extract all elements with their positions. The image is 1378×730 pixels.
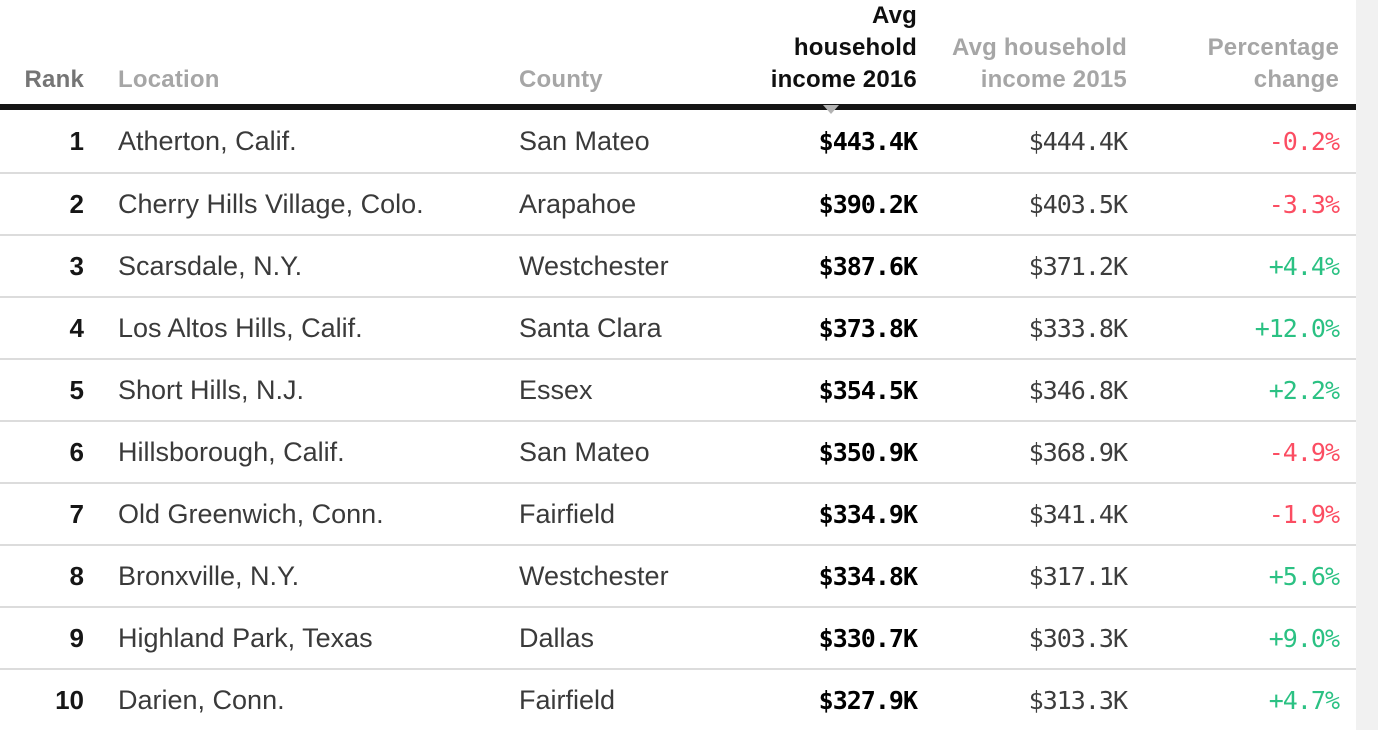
location-cell: Scarsdale, N.Y. (118, 250, 303, 281)
county-cell: Fairfield (519, 498, 616, 529)
income-2015-cell: $403.5K (1028, 189, 1128, 219)
percentage-change-cell: -0.2% (1268, 126, 1340, 156)
income-2016-cell: $387.6K (818, 251, 918, 281)
income-2016-cell: $443.4K (818, 126, 918, 156)
percentage-change-cell: +4.4% (1268, 251, 1340, 281)
location-cell: Cherry Hills Village, Colo. (118, 188, 424, 219)
column-header-rank[interactable]: Rank (0, 0, 84, 122)
location-cell: Old Greenwich, Conn. (118, 498, 384, 529)
county-cell: Arapahoe (519, 188, 637, 219)
column-header-income-2016[interactable]: Avg household income 2016 (744, 0, 917, 122)
table-row: 7 Old Greenwich, Conn. Fairfield $334.9K $34… (0, 482, 1356, 544)
income-2015-cell: $333.8K (1028, 313, 1128, 343)
column-header-percentage-change[interactable]: Percentage change (1127, 0, 1346, 122)
column-header-income-2015[interactable]: Avg household income 2015 (917, 0, 1127, 122)
location-cell: Short Hills, N.J. (118, 374, 305, 405)
county-cell: Fairfield (519, 684, 616, 715)
rank-cell: 8 (69, 560, 84, 591)
county-cell: San Mateo (519, 125, 650, 156)
rank-cell: 7 (69, 498, 84, 529)
rank-cell: 5 (69, 374, 84, 405)
percentage-change-cell: -1.9% (1268, 499, 1340, 529)
rank-cell: 4 (69, 312, 84, 343)
table-row: 10 Darien, Conn. Fairfield $327.9K $313.3K +4… (0, 668, 1356, 730)
income-2015-cell: $346.8K (1028, 375, 1128, 405)
table-row: 1 Atherton, Calif. San Mateo $443.4K $444.4K… (0, 110, 1356, 172)
county-cell: Westchester (519, 560, 669, 591)
percentage-change-cell: +12.0% (1254, 313, 1340, 343)
table-row: 8 Bronxville, N.Y. Westchester $334.8K $317.… (0, 544, 1356, 606)
rank-cell: 6 (69, 436, 84, 467)
location-cell: Atherton, Calif. (118, 125, 297, 156)
table-row: 6 Hillsborough, Calif. San Mateo $350.9K $36… (0, 420, 1356, 482)
income-2016-cell: $373.8K (818, 313, 918, 343)
location-cell: Darien, Conn. (118, 684, 285, 715)
column-header-income-2016-label: Avg household income 2016 (770, 2, 917, 93)
percentage-change-cell: -3.3% (1268, 189, 1340, 219)
income-2016-cell: $390.2K (818, 189, 918, 219)
income-2015-cell: $313.3K (1028, 685, 1128, 715)
rank-cell: 1 (69, 125, 84, 156)
income-2015-cell: $371.2K (1028, 251, 1128, 281)
column-header-county-label: County (519, 66, 603, 93)
income-2016-cell: $334.9K (818, 499, 918, 529)
county-cell: Dallas (519, 622, 595, 653)
income-2015-cell: $303.3K (1028, 623, 1128, 653)
income-2016-cell: $350.9K (818, 437, 918, 467)
rank-cell: 2 (69, 188, 84, 219)
column-header-income-2015-label: Avg household income 2015 (951, 34, 1127, 93)
income-2015-cell: $444.4K (1028, 126, 1128, 156)
county-cell: Westchester (519, 250, 669, 281)
table-row: 2 Cherry Hills Village, Colo. Arapahoe $390… (0, 172, 1356, 234)
rank-cell: 10 (55, 684, 84, 715)
income-2016-cell: $354.5K (818, 375, 918, 405)
county-cell: Santa Clara (519, 312, 662, 343)
column-header-location[interactable]: Location (84, 0, 519, 122)
table-row: 4 Los Altos Hills, Calif. Santa Clara $373.… (0, 296, 1356, 358)
income-2016-cell: $334.8K (818, 561, 918, 591)
column-header-rank-label: Rank (24, 66, 84, 93)
rank-cell: 9 (69, 622, 84, 653)
county-cell: Essex (519, 374, 593, 405)
table-row: 3 Scarsdale, N.Y. Westchester $387.6K $371.2… (0, 234, 1356, 296)
table-header-row: Rank Location County Avg household incom… (0, 0, 1356, 114)
table-row: 5 Short Hills, N.J. Essex $354.5K $346.8K +2.… (0, 358, 1356, 420)
percentage-change-cell: +5.6% (1268, 561, 1340, 591)
income-2015-cell: $341.4K (1028, 499, 1128, 529)
column-header-county[interactable]: County (519, 0, 744, 122)
column-header-percentage-change-label: Percentage change (1207, 34, 1339, 93)
table-row: 9 Highland Park, Texas Dallas $330.7K $303.3… (0, 606, 1356, 668)
income-2016-cell: $327.9K (818, 685, 918, 715)
percentage-change-cell: +9.0% (1268, 623, 1340, 653)
percentage-change-cell: +2.2% (1268, 375, 1340, 405)
location-cell: Los Altos Hills, Calif. (118, 312, 363, 343)
column-header-location-label: Location (118, 66, 220, 93)
location-cell: Bronxville, N.Y. (118, 560, 300, 591)
income-2015-cell: $317.1K (1028, 561, 1128, 591)
rank-cell: 3 (69, 250, 84, 281)
table-body: 1 Atherton, Calif. San Mateo $443.4K $444.4K… (0, 110, 1356, 730)
location-cell: Hillsborough, Calif. (118, 436, 345, 467)
income-2015-cell: $368.9K (1028, 437, 1128, 467)
income-2016-cell: $330.7K (818, 623, 918, 653)
location-cell: Highland Park, Texas (118, 622, 373, 653)
percentage-change-cell: +4.7% (1268, 685, 1340, 715)
county-cell: San Mateo (519, 436, 650, 467)
sort-descending-icon (822, 105, 839, 114)
percentage-change-cell: -4.9% (1268, 437, 1340, 467)
